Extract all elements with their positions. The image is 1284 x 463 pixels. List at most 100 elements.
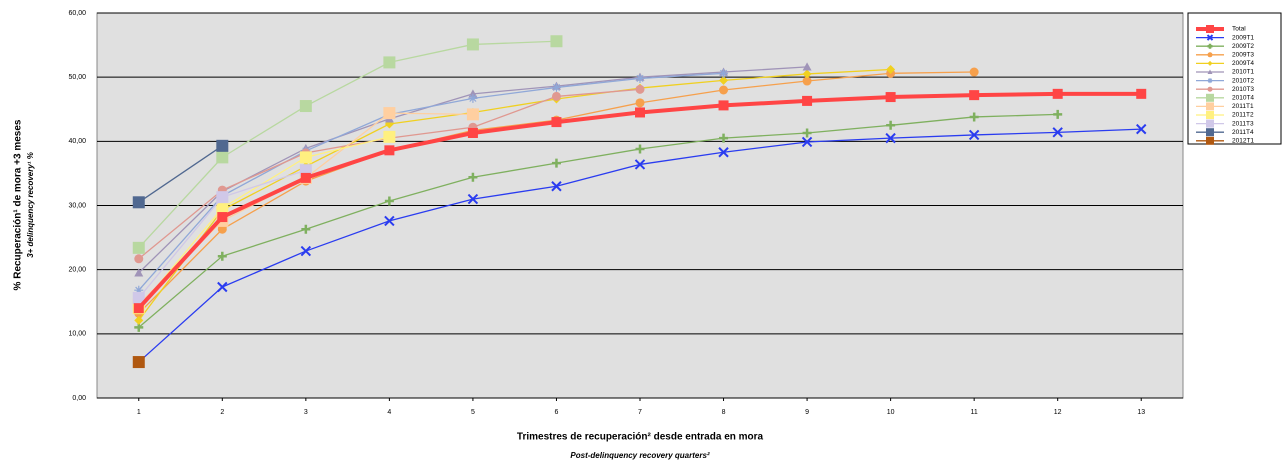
series-line <box>138 145 223 203</box>
legend-marker <box>1207 86 1213 92</box>
data-point <box>299 100 312 113</box>
data-point <box>217 224 227 234</box>
data-point <box>802 128 812 138</box>
legend-label: Total <box>1232 26 1246 33</box>
x-tick-label: 1 <box>137 409 141 416</box>
data-point <box>217 251 227 261</box>
legend-box <box>1187 12 1282 145</box>
series-line <box>138 113 1058 328</box>
y-axis-title: % Recuperación¹ de mora +3 meses <box>13 119 24 290</box>
legend-marker <box>1207 78 1213 84</box>
data-point <box>132 291 145 304</box>
legend-marker <box>1206 34 1214 41</box>
x-tick-label: 9 <box>805 409 809 416</box>
data-point <box>550 35 563 48</box>
y-tick-label: 40,00 <box>68 138 86 145</box>
data-point <box>132 241 145 254</box>
data-point <box>132 196 145 209</box>
data-point <box>301 224 311 234</box>
data-point <box>467 193 479 205</box>
x-tick-label: 12 <box>1054 409 1062 416</box>
series-line <box>138 40 557 249</box>
data-point <box>802 69 812 79</box>
data-point <box>216 139 229 152</box>
legend-marker <box>1207 43 1213 49</box>
data-point <box>132 356 145 369</box>
legend-marker <box>1207 69 1213 74</box>
legend-marker <box>1206 102 1214 111</box>
data-point <box>551 158 561 168</box>
y-tick-label: 60,00 <box>68 10 86 17</box>
data-point <box>300 245 312 257</box>
data-point <box>467 127 478 138</box>
data-point <box>969 112 979 122</box>
data-point <box>802 62 812 71</box>
data-point <box>468 172 478 182</box>
series-line <box>138 136 390 309</box>
data-point <box>466 38 479 51</box>
legend-label: 2011T2 <box>1232 112 1254 119</box>
x-tick-label: 4 <box>387 409 391 416</box>
data-point <box>719 133 729 143</box>
data-point <box>300 172 311 183</box>
y-tick-label: 20,00 <box>68 267 86 274</box>
data-point <box>468 93 478 103</box>
data-point <box>216 191 229 204</box>
legend-label: 2010T3 <box>1232 86 1254 93</box>
data-point <box>635 84 645 94</box>
data-point <box>134 254 144 264</box>
data-point <box>217 212 228 223</box>
x-tick-label: 6 <box>555 409 559 416</box>
x-axis-title: Trimestres de recuperación² desde entrad… <box>517 432 764 443</box>
data-point <box>968 129 980 141</box>
data-point <box>383 107 396 120</box>
x-tick-label: 3 <box>304 409 308 416</box>
legend-label: 2011T3 <box>1232 120 1254 127</box>
data-point <box>719 68 729 78</box>
legend-marker <box>1206 25 1214 33</box>
data-point <box>886 120 896 130</box>
data-point <box>134 268 144 277</box>
data-point <box>133 303 144 314</box>
data-point <box>551 117 562 128</box>
data-point <box>635 144 645 154</box>
x-tick-label: 8 <box>722 409 726 416</box>
data-point <box>1136 88 1147 99</box>
data-point <box>383 130 396 143</box>
x-tick-label: 13 <box>1137 409 1145 416</box>
data-point <box>551 82 561 92</box>
x-axis-subtitle: Post-delinquency recovery quarters² <box>570 451 709 460</box>
data-point <box>216 202 229 215</box>
legend-label: 2009T2 <box>1232 43 1254 50</box>
series-line <box>138 68 891 321</box>
y-tick-label: 30,00 <box>68 202 86 209</box>
y-tick-label: 50,00 <box>68 74 86 81</box>
legend-marker <box>1206 111 1214 119</box>
y-tick-label: 10,00 <box>68 331 86 338</box>
legend-marker <box>1207 52 1213 58</box>
y-tick-label: 0,00 <box>72 395 86 402</box>
data-point <box>635 98 645 108</box>
data-point <box>969 90 980 101</box>
data-point <box>551 181 562 192</box>
data-point <box>634 159 646 170</box>
legend-label: 2012T1 <box>1232 138 1254 145</box>
data-point <box>718 147 729 158</box>
data-point <box>886 64 896 74</box>
data-point <box>635 107 645 118</box>
legend-label: 2009T3 <box>1232 52 1254 59</box>
data-point <box>383 56 396 69</box>
data-point <box>885 132 896 144</box>
legend-label: 2010T2 <box>1232 77 1254 84</box>
x-tick-label: 11 <box>971 409 978 416</box>
data-point <box>1136 123 1147 135</box>
y-axis-subtitle: 3+ delinquency recovery¹ % <box>26 152 35 258</box>
legend-label: 2010T1 <box>1232 69 1254 76</box>
data-point <box>635 73 645 83</box>
legend-marker <box>1206 128 1214 137</box>
data-point <box>802 95 813 106</box>
data-point <box>134 285 144 295</box>
legend-label: 2010T4 <box>1232 95 1254 102</box>
x-tick-label: 5 <box>471 409 475 416</box>
